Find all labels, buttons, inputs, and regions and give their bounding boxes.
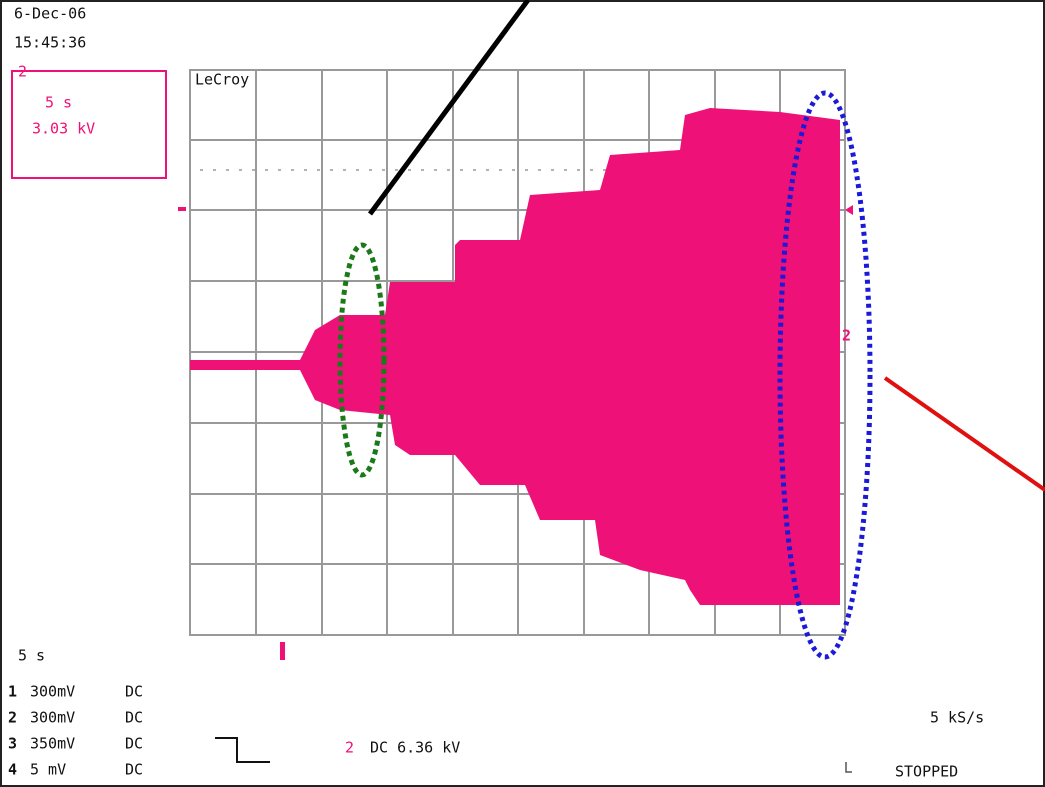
channel-marker: 2 bbox=[842, 327, 851, 345]
channel-scale: 300mV bbox=[30, 709, 75, 727]
channel-scale: 300mV bbox=[30, 683, 75, 701]
status: STOPPED bbox=[895, 763, 958, 781]
readout-channel: 2 bbox=[18, 63, 27, 81]
channel-id: 1 bbox=[8, 683, 17, 701]
readout-timebase: 5 s bbox=[45, 94, 72, 112]
scope-screen: 6-Dec-06 15:45:36 2 5 s 3.03 kV LeCroy 2… bbox=[0, 0, 1045, 787]
channel-id: 3 bbox=[8, 735, 17, 753]
brand: LeCroy bbox=[195, 71, 249, 89]
trigger-marker bbox=[280, 642, 285, 660]
channel-coupling: DC bbox=[125, 761, 143, 779]
channel-coupling: DC bbox=[125, 735, 143, 753]
footer-timebase: 5 s bbox=[18, 647, 45, 665]
readout-voltage: 3.03 kV bbox=[32, 120, 95, 138]
time: 15:45:36 bbox=[14, 34, 86, 52]
channel-id: 4 bbox=[8, 761, 17, 779]
channel-scale: 5 mV bbox=[30, 761, 66, 779]
channel-scale: 350mV bbox=[30, 735, 75, 753]
channel-id: 2 bbox=[8, 709, 17, 727]
left-marker bbox=[178, 207, 186, 211]
trigger-level: DC 6.36 kV bbox=[370, 739, 460, 757]
date: 6-Dec-06 bbox=[14, 5, 86, 23]
sample-rate: 5 kS/s bbox=[930, 709, 984, 727]
trigger-channel: 2 bbox=[345, 739, 354, 757]
channel-coupling: DC bbox=[125, 709, 143, 727]
channel-coupling: DC bbox=[125, 683, 143, 701]
